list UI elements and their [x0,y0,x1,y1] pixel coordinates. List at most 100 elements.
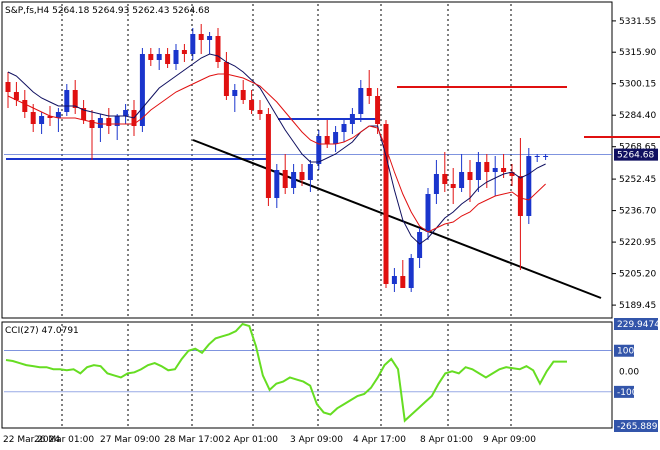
candle-body[interactable] [484,162,490,172]
price-tick-label: 5236.70 [619,207,656,217]
price-tick-label: 5300.15 [619,80,656,90]
candle-body[interactable] [156,54,162,60]
candle-body[interactable] [459,172,465,188]
cci-tick-label: 229.9474 [617,320,660,330]
price-tick-label: 5268.65 [619,143,656,153]
candle-body[interactable] [341,124,347,132]
x-tick-label: 9 Apr 09:00 [483,435,536,445]
candle-body[interactable] [475,162,481,180]
candle-body[interactable] [223,62,229,96]
candle-body[interactable] [324,136,330,144]
candle-body[interactable] [81,108,87,120]
candle-body[interactable] [274,170,280,198]
current-price-marker: 5264.68 [614,148,658,161]
candle-body[interactable] [190,34,196,54]
cci-tick-label: 0.00 [619,367,639,377]
candle-body[interactable] [22,100,28,112]
candle-body[interactable] [123,110,129,116]
price-tick-label: 5252.45 [619,175,656,185]
candle-body[interactable] [307,164,313,180]
chart-title: S&P,fs,H4 5264.18 5264.93 5262.43 5264.6… [5,6,210,16]
candle-body[interactable] [181,50,187,54]
candle-body[interactable] [265,114,271,198]
candle-body[interactable] [165,54,171,64]
candle-body[interactable] [291,172,297,188]
candle-body[interactable] [106,118,112,126]
candle-body[interactable] [173,50,179,64]
price-tick-label: 5315.90 [619,48,656,58]
candle-body[interactable] [39,116,45,124]
cci-tick-label: -100 [617,388,638,398]
candle-body[interactable] [358,88,364,114]
cci-tick-box [614,344,634,357]
candle-body[interactable] [417,232,423,258]
cci-tick-box [614,419,658,432]
price-tick-label: 5205.20 [619,270,656,280]
price-tick-label: 5189.45 [619,301,656,311]
candle-body[interactable] [400,276,406,288]
price-tick-label: 5284.40 [619,111,656,121]
x-tick-label: 8 Apr 01:00 [420,435,473,445]
candle-body[interactable] [55,112,61,118]
candle-body[interactable] [467,172,473,180]
cci-tick-box [614,318,658,330]
ma-fast-line [7,53,546,245]
candle-body[interactable] [64,90,70,112]
candle-body[interactable] [139,54,145,126]
x-tick-label: 2 Apr 01:00 [225,435,278,445]
current-price-box [614,148,658,161]
candle-body[interactable] [13,92,19,100]
price-tick-label: 5220.95 [619,238,656,248]
candle-body[interactable] [450,184,456,188]
candle-body[interactable] [408,258,414,288]
trend-line [192,139,602,299]
candle-body[interactable] [333,132,339,144]
x-tick-label: 28 Mar 17:00 [164,435,224,445]
candle-body[interactable] [257,110,263,114]
candle-body[interactable] [492,168,498,172]
candle-body[interactable] [198,34,204,40]
cci-title: CCI(27) 47.0791 [5,326,79,336]
cci-line [5,322,567,423]
price-tick-label: 5331.55 [619,17,656,27]
candle-body[interactable] [442,174,448,184]
current-price-label: 5264.68 [617,151,654,161]
candle-body[interactable] [240,90,246,100]
candle-body[interactable] [543,156,549,157]
candle-body[interactable] [391,276,397,284]
x-tick-label: 26 Mar 01:00 [34,435,94,445]
candle-body[interactable] [232,90,238,96]
candle-body[interactable] [316,136,322,164]
candle-body[interactable] [501,168,507,172]
candle-body[interactable] [299,172,305,180]
candle-body[interactable] [72,90,78,108]
candle-body[interactable] [349,114,355,124]
candle-body[interactable] [47,116,53,118]
ma-slow-line [7,73,546,233]
candle-body[interactable] [215,36,221,62]
candle-body[interactable] [534,156,540,157]
candle-body[interactable] [383,124,389,284]
cci-tick-label: 100 [617,347,634,357]
candle-body[interactable] [425,194,431,232]
candle-body[interactable] [148,54,154,60]
candle-body[interactable] [433,174,439,194]
candle-body[interactable] [509,172,515,176]
candle-body[interactable] [366,88,372,96]
candle-body[interactable] [114,116,120,126]
cci-panel[interactable] [1,321,613,429]
candle-body[interactable] [282,170,288,188]
x-tick-label: 22 Mar 2024 [3,435,60,445]
candle-body[interactable] [97,118,103,128]
candle-body[interactable] [375,96,381,124]
candle-body[interactable] [30,112,36,124]
candle-body[interactable] [249,100,255,110]
x-tick-label: 27 Mar 09:00 [100,435,160,445]
cci-tick-box [614,385,634,398]
candle-body[interactable] [517,176,523,216]
candle-body[interactable] [526,156,532,216]
candle-body[interactable] [5,82,11,92]
candle-body[interactable] [89,120,95,128]
candle-body[interactable] [207,36,213,40]
